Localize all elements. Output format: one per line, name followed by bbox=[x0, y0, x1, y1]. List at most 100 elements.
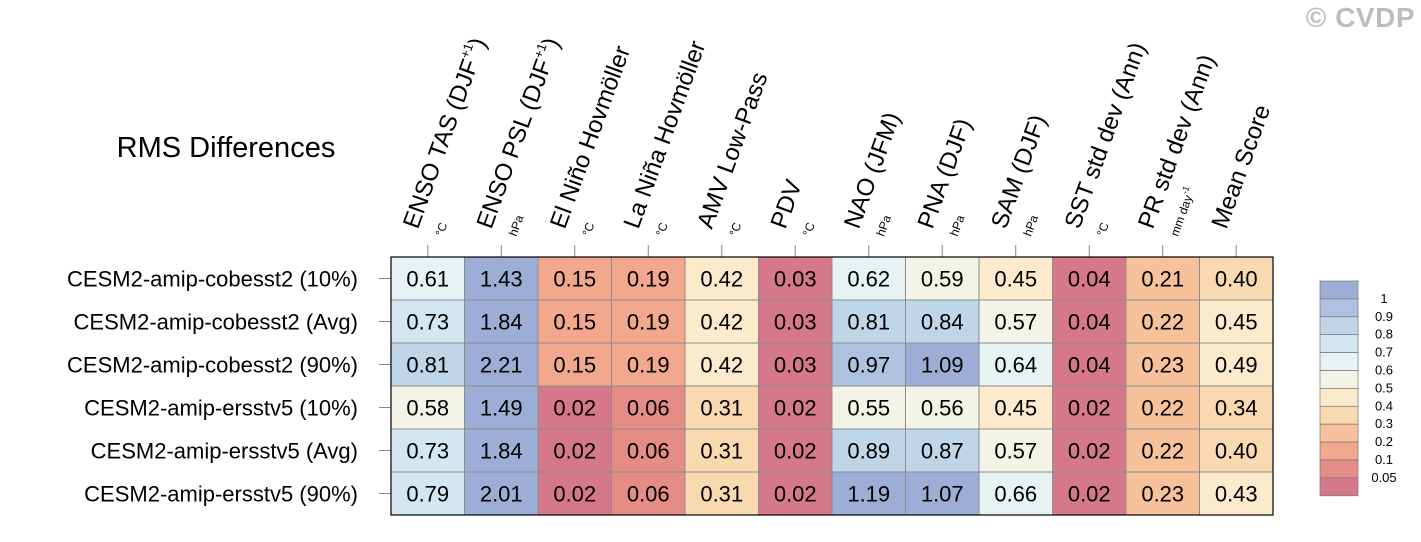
cell-value-label: 0.06 bbox=[627, 396, 670, 421]
cell-value-label: 0.31 bbox=[700, 396, 743, 421]
cell-value-label: 0.22 bbox=[1141, 310, 1184, 335]
heatmap-cell bbox=[1199, 471, 1274, 516]
cell-value-label: 0.73 bbox=[406, 310, 449, 335]
heatmap-cell bbox=[390, 385, 465, 430]
heatmap-cell bbox=[464, 471, 539, 516]
colorbar-label: 0.1 bbox=[1375, 452, 1393, 467]
colorbar-swatch bbox=[1319, 316, 1359, 336]
column-label-group: Mean Score bbox=[1207, 101, 1277, 232]
cell-value-label: 0.34 bbox=[1215, 396, 1258, 421]
colorbar-label: 0.4 bbox=[1375, 398, 1393, 413]
heatmap-cell bbox=[1199, 256, 1274, 301]
colorbar-swatch bbox=[1319, 280, 1359, 300]
cell-value-label: 0.06 bbox=[627, 482, 670, 507]
row-label: CESM2-amip-cobesst2 (90%) bbox=[67, 353, 358, 378]
column-unit-label: hPa bbox=[1021, 213, 1042, 238]
column-label: La Niña Hovmöller bbox=[619, 37, 712, 232]
column-label: AMV Low-Pass bbox=[692, 69, 773, 232]
cell-value-label: 0.45 bbox=[994, 396, 1037, 421]
heatmap-cell bbox=[1199, 428, 1274, 473]
cell-value-label: 0.06 bbox=[627, 439, 670, 464]
cell-value-label: 1.09 bbox=[921, 353, 964, 378]
cell-value-label: 0.62 bbox=[847, 267, 890, 292]
heatmap-cell bbox=[684, 385, 759, 430]
heatmap-cell bbox=[978, 342, 1053, 387]
column-label: NAO (JFM) bbox=[839, 109, 906, 232]
column-unit-label: °C bbox=[727, 220, 745, 238]
column-unit-label: °C bbox=[433, 220, 451, 238]
colorbar-swatch bbox=[1319, 441, 1359, 461]
column-unit-label: °C bbox=[653, 220, 671, 238]
heatmap-cell bbox=[1199, 342, 1274, 387]
column-unit-label: °C bbox=[1094, 220, 1112, 238]
row-label: CESM2-amip-ersstv5 (90%) bbox=[84, 482, 358, 507]
column-label: PNA (DJF) bbox=[913, 115, 978, 232]
cell-value-label: 0.02 bbox=[1068, 482, 1111, 507]
heatmap-cells: 0.61 1.43 0.15 0.19 0.42 0.03 0.62 0.59 0.45 0.04… bbox=[390, 256, 1274, 516]
cell-value-label: 0.79 bbox=[406, 482, 449, 507]
heatmap-cell bbox=[978, 256, 1053, 301]
heatmap-cell bbox=[1125, 342, 1200, 387]
heatmap-border bbox=[390, 256, 1274, 516]
heatmap-cell bbox=[831, 428, 906, 473]
heatmap-cell bbox=[978, 471, 1053, 516]
cell-value-label: 0.57 bbox=[994, 310, 1037, 335]
cell-value-label: 0.02 bbox=[774, 396, 817, 421]
heatmap-cell bbox=[758, 385, 833, 430]
column-label: Mean Score bbox=[1207, 101, 1277, 232]
cell-value-label: 0.84 bbox=[921, 310, 964, 335]
column-label: ENSO TAS (DJF+1) bbox=[396, 34, 492, 232]
cell-value-label: 1.84 bbox=[480, 310, 523, 335]
cell-value-label: 2.21 bbox=[480, 353, 523, 378]
cell-value-label: 0.31 bbox=[700, 482, 743, 507]
heatmap-cell bbox=[611, 385, 686, 430]
heatmap-cell bbox=[1199, 299, 1274, 344]
colorbar-label: 0.7 bbox=[1375, 345, 1393, 360]
colorbar-swatch bbox=[1319, 352, 1359, 371]
heatmap-cell bbox=[390, 256, 465, 301]
cell-value-label: 0.04 bbox=[1068, 310, 1111, 335]
colorbar-label: 0.5 bbox=[1375, 380, 1393, 395]
heatmap-cell bbox=[611, 342, 686, 387]
cell-value-label: 0.04 bbox=[1068, 353, 1111, 378]
cell-value-label: 0.81 bbox=[406, 353, 449, 378]
cell-value-label: 0.02 bbox=[553, 439, 596, 464]
colorbar-swatch bbox=[1319, 459, 1359, 479]
cell-value-label: 0.66 bbox=[994, 482, 1037, 507]
cell-value-label: 1.07 bbox=[921, 482, 964, 507]
cell-value-label: 0.04 bbox=[1068, 267, 1111, 292]
colorbar-swatch bbox=[1319, 298, 1359, 318]
row-label: CESM2-amip-ersstv5 (Avg) bbox=[91, 439, 358, 464]
colorbar-swatch bbox=[1319, 477, 1359, 497]
cell-value-label: 0.03 bbox=[774, 267, 817, 292]
colorbar-label: 0.2 bbox=[1375, 434, 1393, 449]
cell-value-label: 0.64 bbox=[994, 353, 1037, 378]
chart-title: RMS Differences bbox=[117, 132, 336, 164]
cell-value-label: 0.55 bbox=[847, 396, 890, 421]
cell-value-label: 0.15 bbox=[553, 353, 596, 378]
heatmap-cell bbox=[905, 256, 980, 301]
cell-value-label: 0.59 bbox=[921, 267, 964, 292]
watermark-text: © CVDP bbox=[1305, 2, 1415, 33]
cell-value-label: 0.15 bbox=[553, 310, 596, 335]
column-unit-label: hPa bbox=[947, 213, 968, 238]
row-label: CESM2-amip-cobesst2 (10%) bbox=[67, 267, 358, 292]
heatmap-cell bbox=[537, 385, 612, 430]
cell-value-label: 0.19 bbox=[627, 353, 670, 378]
row-label: CESM2-amip-cobesst2 (Avg) bbox=[74, 310, 358, 335]
heatmap-cell bbox=[684, 256, 759, 301]
colorbar-swatch bbox=[1319, 423, 1359, 443]
heatmap-cell bbox=[831, 256, 906, 301]
heatmap-cell bbox=[978, 385, 1053, 430]
cell-value-label: 0.31 bbox=[700, 439, 743, 464]
colorbar-swatch bbox=[1319, 334, 1359, 353]
cell-value-label: 0.58 bbox=[406, 396, 449, 421]
cell-value-label: 0.45 bbox=[1215, 310, 1258, 335]
colorbar-label: 0.3 bbox=[1375, 416, 1393, 431]
cell-value-label: 1.49 bbox=[480, 396, 523, 421]
cell-value-label: 0.02 bbox=[774, 482, 817, 507]
heatmap-cell bbox=[905, 342, 980, 387]
cell-value-label: 0.73 bbox=[406, 439, 449, 464]
heatmap-cell bbox=[831, 385, 906, 430]
